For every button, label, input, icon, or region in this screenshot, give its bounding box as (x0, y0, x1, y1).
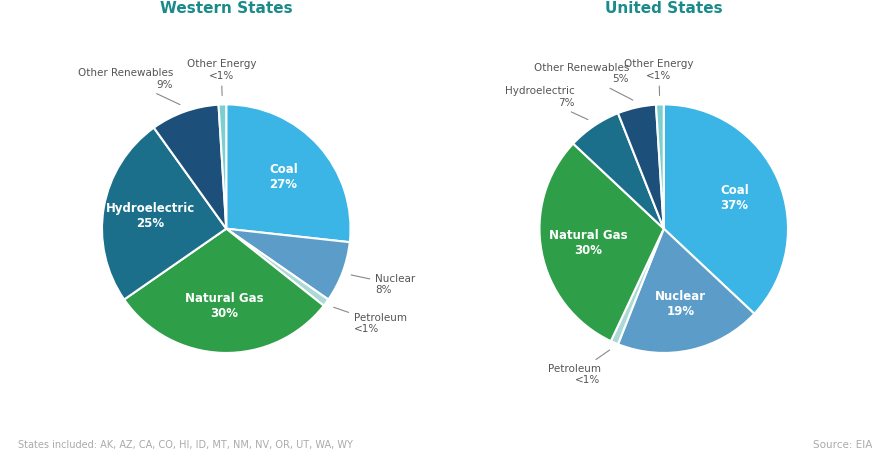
Text: Natural Gas
30%: Natural Gas 30% (184, 291, 263, 319)
Wedge shape (656, 104, 664, 229)
Wedge shape (226, 229, 328, 306)
Wedge shape (102, 128, 226, 300)
Text: Other Renewables
9%: Other Renewables 9% (77, 68, 180, 105)
Text: Hydroelectric
7%: Hydroelectric 7% (505, 86, 588, 120)
Text: Other Energy
<1%: Other Energy <1% (624, 59, 693, 95)
Wedge shape (618, 229, 755, 353)
Text: Other Energy
<1%: Other Energy <1% (187, 59, 256, 95)
Text: Petroleum
<1%: Petroleum <1% (334, 307, 407, 334)
Text: Natural Gas
30%: Natural Gas 30% (549, 229, 627, 257)
Title: Electricity Generation by Source, 2012:
United States: Electricity Generation by Source, 2012: … (495, 0, 832, 16)
Wedge shape (618, 105, 664, 229)
Text: Nuclear
8%: Nuclear 8% (352, 274, 416, 295)
Text: Petroleum
<1%: Petroleum <1% (547, 350, 610, 386)
Text: Nuclear
19%: Nuclear 19% (655, 290, 706, 318)
Text: Hydroelectric
25%: Hydroelectric 25% (106, 202, 195, 230)
Text: Coal
27%: Coal 27% (270, 163, 298, 191)
Wedge shape (226, 229, 350, 300)
Wedge shape (219, 104, 226, 229)
Wedge shape (573, 113, 664, 229)
Text: Coal
37%: Coal 37% (720, 184, 748, 212)
Wedge shape (226, 104, 351, 242)
Wedge shape (664, 104, 788, 314)
Wedge shape (611, 229, 664, 344)
Text: Source: EIA: Source: EIA (813, 440, 872, 450)
Wedge shape (539, 144, 664, 341)
Text: States included: AK, AZ, CA, CO, HI, ID, MT, NM, NV, OR, UT, WA, WY: States included: AK, AZ, CA, CO, HI, ID,… (18, 440, 352, 450)
Title: Electricity Generation by Source, 2012:
Western States: Electricity Generation by Source, 2012: … (58, 0, 395, 16)
Wedge shape (154, 105, 226, 229)
Text: Other Renewables
5%: Other Renewables 5% (534, 63, 633, 100)
Wedge shape (124, 229, 324, 353)
